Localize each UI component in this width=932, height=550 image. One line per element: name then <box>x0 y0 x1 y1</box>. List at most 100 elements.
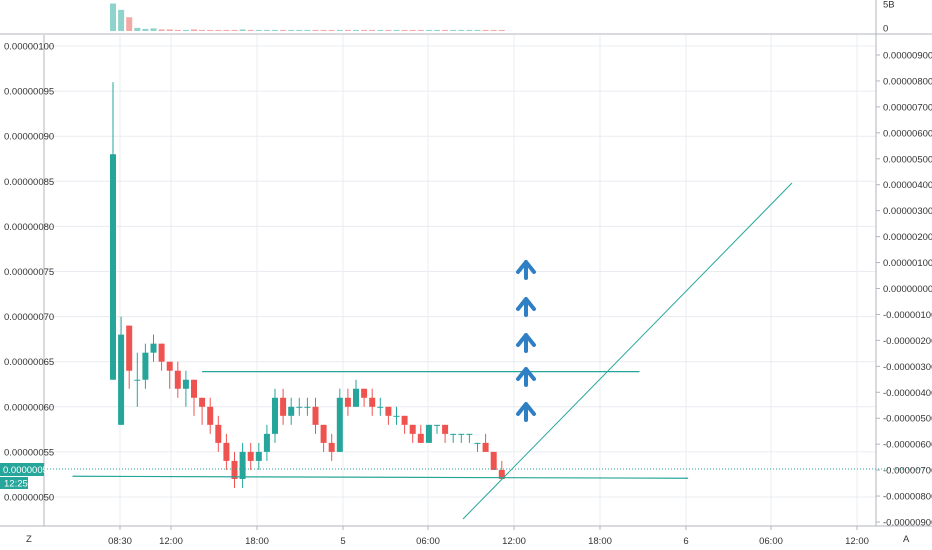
volume-bar <box>142 28 149 31</box>
volume-bar <box>377 29 384 31</box>
left-axis-ticks: 0.00000100 0.00000095 0.00000090 0.00000085… <box>4 42 54 504</box>
grid <box>44 35 876 526</box>
left-axis-tick-label: 0.00000085 <box>4 177 54 188</box>
candle-body <box>191 379 197 398</box>
left-axis-tick-label: 0.00000075 <box>4 267 54 278</box>
candle-body <box>353 388 359 407</box>
volume-bar <box>401 29 408 31</box>
volume-bar <box>336 29 343 31</box>
volume-bar <box>231 29 238 31</box>
right-axis-tick-label: 0.00000500 <box>883 154 932 165</box>
candle-body <box>434 424 440 426</box>
time-axis-tick-label: 12:00 <box>845 536 869 547</box>
time-axis-tick-label: 5 <box>340 536 345 547</box>
time-axis-tick-label: 06:00 <box>759 536 783 547</box>
volume-bar <box>215 29 222 31</box>
drawings[interactable] <box>44 182 932 520</box>
up-arrow-icon <box>516 367 536 387</box>
left-axis-tick-label: 0.00000050 <box>4 493 54 504</box>
candle-body <box>199 397 206 407</box>
volume-bar <box>255 29 262 31</box>
candle-body <box>215 424 222 443</box>
candle-body <box>466 433 473 435</box>
volume-bar <box>450 29 457 31</box>
candle-body <box>296 406 303 408</box>
volume-bar <box>134 27 141 31</box>
volume-bar <box>182 29 189 31</box>
volume-axis-tick-label: 5B <box>883 0 895 11</box>
up-arrow-icon <box>516 260 536 280</box>
volume-bar <box>199 29 206 31</box>
candle-body <box>312 406 319 425</box>
time-axis-tick-label: 06:00 <box>416 536 440 547</box>
candle-body <box>336 397 343 452</box>
candle-body <box>126 325 133 371</box>
volume-bar <box>442 29 449 31</box>
candle-body <box>263 433 270 452</box>
left-axis-tick-label: 0.00000095 <box>4 87 54 98</box>
candle-body <box>239 451 246 479</box>
volume-bar <box>458 29 465 31</box>
volume-bar <box>434 29 440 31</box>
right-axis-tick-label: -0.00000900 <box>883 518 932 529</box>
left-axis-tick-label: 0.00000100 <box>4 42 54 53</box>
right-axis-tick-label: -0.00000700 <box>883 466 932 477</box>
candle-body <box>134 379 141 381</box>
time-axis-tick-label: 6 <box>683 536 688 547</box>
volume-bar <box>239 29 246 31</box>
time-axis-tick-label: 08:30 <box>108 536 132 547</box>
candle-body <box>361 388 368 398</box>
candle-body <box>393 415 400 417</box>
candles[interactable] <box>110 82 505 488</box>
last-price-badges: 0.00000053 12:25 <box>0 463 53 490</box>
candle-body <box>369 397 376 407</box>
right-axis-tick-label: 0.00000800 <box>883 76 932 87</box>
candle-body <box>110 154 116 380</box>
corner-label-left[interactable]: Z <box>26 534 32 545</box>
candle-body <box>385 406 392 416</box>
candle-body <box>231 460 238 479</box>
candle-body <box>425 424 432 443</box>
right-axis-tick-label: -0.00000100 <box>883 310 932 321</box>
candle-body <box>223 442 230 461</box>
volume-bar <box>385 29 392 31</box>
horizontal-trend-line <box>72 475 689 479</box>
volume-bar <box>320 29 327 31</box>
corner-label-right[interactable]: A <box>903 534 910 545</box>
volume-bar <box>110 3 116 32</box>
right-axis-ticks: 0.00000900 0.00000800 0.00000700 0.00000600… <box>876 51 932 529</box>
candle-body <box>150 343 157 353</box>
right-axis-tick-label: -0.00000300 <box>883 362 932 373</box>
volume-bar <box>328 29 335 31</box>
volume-bar <box>263 29 270 31</box>
right-axis-tick-label: -0.00000600 <box>883 440 932 451</box>
volume-bar <box>126 17 133 31</box>
volume-bar <box>474 29 481 31</box>
volume-bar <box>490 29 497 31</box>
right-axis-tick-label: 0.00000100 <box>883 258 932 269</box>
candle-body <box>272 397 278 434</box>
candle-body <box>247 451 254 461</box>
volume-bar <box>312 29 319 31</box>
volume-bar <box>425 29 432 31</box>
arrows <box>516 260 536 422</box>
candle-body <box>474 442 481 444</box>
volume-bar <box>158 29 165 31</box>
volume-bar <box>174 29 181 31</box>
right-axis-tick-label: 0.00000700 <box>883 102 932 113</box>
right-axis-tick-label: 0.00000400 <box>883 180 932 191</box>
left-axis-tick-label: 0.00000065 <box>4 357 54 368</box>
volume-bar <box>304 29 311 31</box>
time-axis-tick-label: 12:00 <box>159 536 183 547</box>
time-axis-tick-label: 18:00 <box>245 536 269 547</box>
right-axis-tick-label: 0.00000200 <box>883 232 932 243</box>
volume-bar <box>272 29 278 31</box>
time-axis-ticks: 08:30 12:00 18:00 5 06:00 12:00 18:00 6 06:00 12:… <box>108 526 869 547</box>
candle-body <box>328 442 335 452</box>
left-axis-tick-label: 0.00000060 <box>4 402 54 413</box>
left-axis-tick-label: 0.00000080 <box>4 222 54 233</box>
candle-body <box>377 406 384 408</box>
candle-body <box>288 406 295 416</box>
candle-body <box>442 424 449 434</box>
